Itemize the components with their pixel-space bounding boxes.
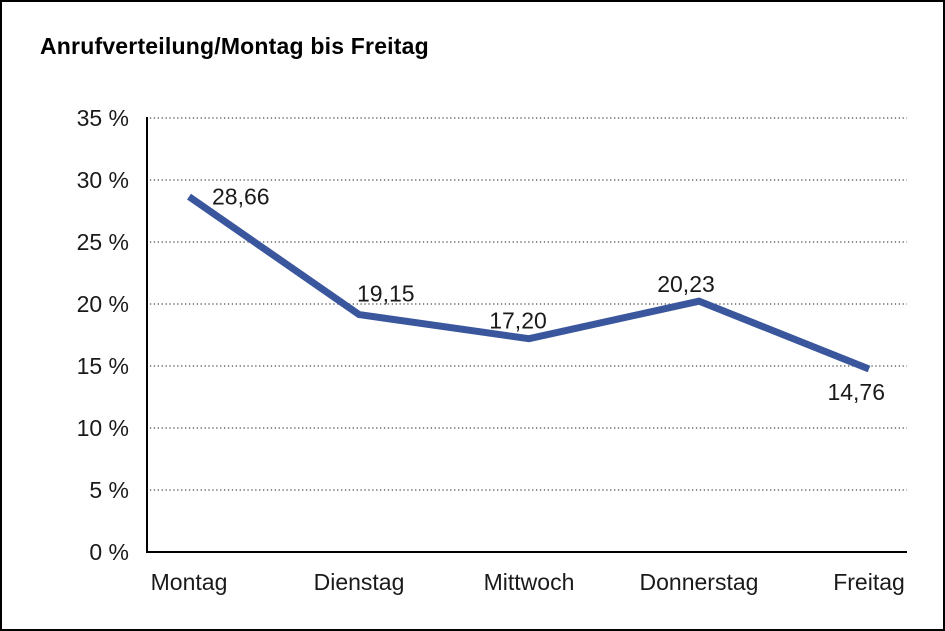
y-tick-label-3: 15 % — [77, 353, 129, 379]
y-tick-label-6: 30 % — [77, 167, 129, 193]
chart-title: Anrufverteilung/Montag bis Freitag — [40, 33, 429, 59]
series-line-anrufverteilung — [187, 193, 871, 373]
data-label-0: 28,66 — [212, 184, 270, 210]
y-tick-label-2: 10 % — [77, 415, 129, 441]
y-tick-label-7: 35 % — [77, 105, 129, 131]
x-tick-label-donnerstag: Donnerstag — [640, 569, 759, 595]
data-label-1: 19,15 — [357, 281, 415, 307]
data-label-2: 17,20 — [489, 308, 547, 334]
y-tick-label-1: 5 % — [89, 477, 129, 503]
y-tick-label-0: 0 % — [89, 539, 129, 565]
y-tick-label-5: 25 % — [77, 229, 129, 255]
data-label-3: 20,23 — [657, 271, 715, 297]
data-label-4: 14,76 — [827, 379, 885, 405]
x-tick-label-mittwoch: Mittwoch — [484, 569, 575, 595]
x-tick-label-montag: Montag — [151, 569, 228, 595]
x-tick-label-freitag: Freitag — [833, 569, 905, 595]
y-tick-label-4: 20 % — [77, 291, 129, 317]
x-tick-label-dienstag: Dienstag — [314, 569, 405, 595]
